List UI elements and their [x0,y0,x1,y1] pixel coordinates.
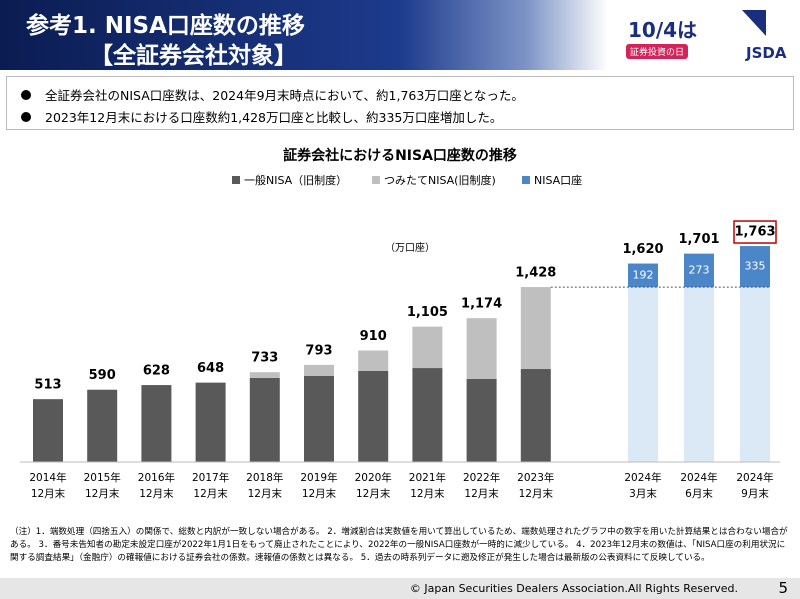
total-label: 1,701 [678,232,719,247]
copyright: © Japan Securities Dealers Association.A… [409,582,738,595]
x-tick-label: 12月末 [31,487,66,500]
bar-segment [628,263,658,288]
x-tick-label: 12月末 [519,487,554,500]
highlight-box [733,220,777,244]
x-tick-label: 9月末 [741,487,769,500]
total-label: 590 [89,368,116,383]
x-tick-label: 2017年 [192,471,229,484]
x-tick-label: 2016年 [138,471,175,484]
segment-label: 335 [745,260,766,273]
x-tick-label: 2014年 [29,471,66,484]
bar-segment [249,372,280,378]
x-tick-label: 12月末 [139,487,174,500]
unit-label: （万口座） [385,241,435,254]
x-tick-label: 6月末 [685,487,713,500]
bar-segment [195,382,226,462]
x-tick-label: 12月末 [248,487,283,500]
x-tick-label: 2018年 [246,471,283,484]
bar-segment [358,350,389,371]
total-label: 1,428 [515,266,556,281]
legend-label: 一般NISA（旧制度） [244,173,347,187]
bar-segment [141,385,172,462]
bar-segment [412,368,443,462]
x-tick-label: 2019年 [300,471,337,484]
bullet-text: 全証券会社のNISA口座数は、2024年9月末時点において、約1,763万口座と… [45,88,524,103]
bar-segment [520,369,551,462]
bar-segment [740,287,770,462]
total-label: 1,763 [734,225,775,240]
x-tick-label: 2015年 [84,471,121,484]
x-tick-label: 2020年 [355,471,392,484]
bar-segment [684,253,714,288]
bar-segment [249,377,280,462]
total-label: 1,620 [622,242,663,257]
total-label: 628 [143,364,170,379]
title: 参考1. NISA口座数の推移 [26,13,305,39]
bar-segment [33,399,63,462]
logo-main: 10/4は [628,18,698,42]
segment-label: 273 [689,263,710,276]
total-label: 513 [34,378,61,393]
total-label: 1,105 [407,305,448,320]
notes: （注）1．端数処理（四捨五入）の関係で、総数と内訳が一致しない場合がある。 2．… [10,527,788,563]
bar-segment [87,389,118,462]
total-label: 910 [360,329,387,344]
x-tick-label: 2021年 [409,471,446,484]
x-tick-label: 3月末 [629,487,657,500]
bar-segment [358,370,389,462]
bar-segment [304,364,334,377]
bullet: 2023年12月末における口座数約1,428万口座と比較し、約335万口座増加し… [21,107,502,126]
footer: © Japan Securities Dealers Association.A… [0,578,800,599]
header: 参考1. NISA口座数の推移 【全証券会社対象】 10/4は 証券投資の日 J… [0,0,800,70]
logo-sub: 証券投資の日 [626,44,689,59]
x-tick-label: 12月末 [464,487,499,500]
chart-title: 証券会社におけるNISA口座数の推移 [283,147,517,164]
bar-segment [304,376,334,462]
chart: 証券会社におけるNISA口座数の推移 （万口座） 一般NISA（旧制度） つみたて… [20,147,780,500]
page-number: 5 [778,579,788,597]
total-label: 1,174 [461,297,502,312]
legend-swatch [372,176,380,184]
logo-org: JSDA [746,44,787,62]
total-label: 733 [251,351,278,366]
legend-label: NISA口座 [534,173,582,187]
x-tick-label: 12月末 [356,487,391,500]
x-tick-label: 2023年 [517,471,554,484]
total-label: 648 [197,361,224,376]
bar-segment [684,287,714,462]
bullet-box: 全証券会社のNISA口座数は、2024年9月末時点において、約1,763万口座と… [6,76,794,130]
bar-segment [628,287,658,462]
bar-segment [740,246,770,288]
bar-segment [466,318,497,379]
legend-swatch [522,176,530,184]
x-tick-label: 12月末 [410,487,445,500]
x-tick-label: 12月末 [302,487,337,500]
bullet-text: 2023年12月末における口座数約1,428万口座と比較し、約335万口座増加し… [45,110,503,125]
legend-swatch [232,176,240,184]
x-tick-label: 12月末 [85,487,120,500]
total-label: 793 [305,343,332,358]
bar-segment [466,378,497,462]
x-tick-label: 12月末 [193,487,228,500]
legend-label: つみたてNISA(旧制度) [384,173,496,187]
bar-segment [520,287,551,370]
subtitle: 【全証券会社対象】 [90,43,297,69]
segment-label: 192 [633,268,654,281]
x-tick-label: 2024年 [680,471,717,484]
bullet: 全証券会社のNISA口座数は、2024年9月末時点において、約1,763万口座と… [21,85,524,104]
x-tick-label: 2024年 [624,471,661,484]
x-tick-label: 2022年 [463,471,500,484]
x-tick-label: 2024年 [736,471,773,484]
bar-segment [412,326,443,369]
